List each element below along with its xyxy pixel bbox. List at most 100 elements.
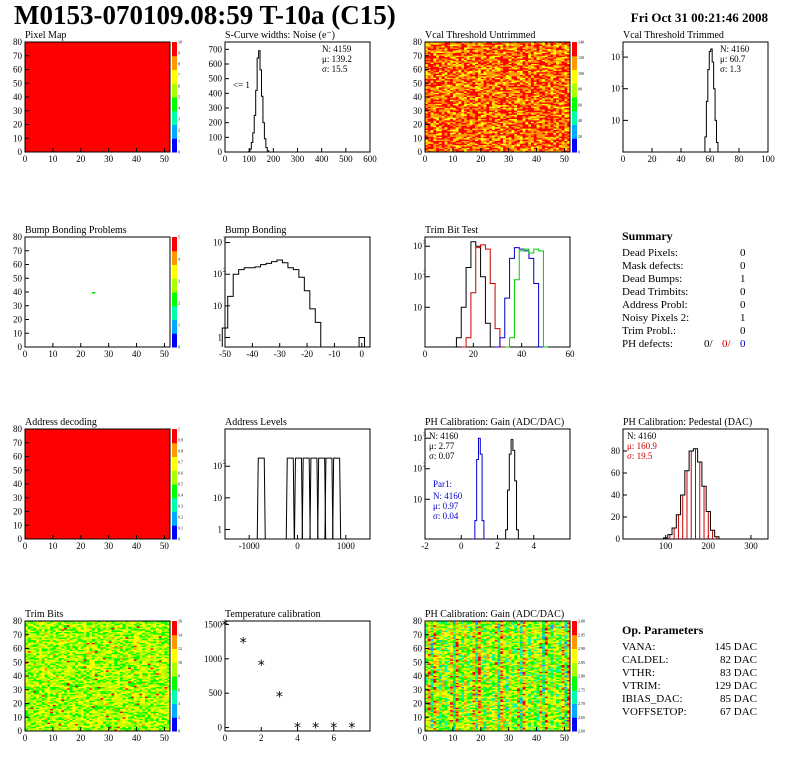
heatmap-cell xyxy=(458,72,462,74)
heatmap-cell xyxy=(475,77,479,80)
heatmap-cell xyxy=(441,117,445,120)
heatmap-cell xyxy=(500,57,504,59)
heatmap-cell xyxy=(472,88,476,91)
heatmap-cell xyxy=(561,103,565,106)
heatmap-cell xyxy=(472,61,476,63)
heatmap-cell xyxy=(542,120,546,123)
heatmap-cell xyxy=(567,77,571,80)
heatmap-cell xyxy=(491,46,496,48)
heatmap-cell xyxy=(547,116,551,118)
heatmap-cell xyxy=(511,58,515,61)
heatmap-cell xyxy=(486,86,490,88)
heatmap-cell xyxy=(522,108,526,110)
y-tick-label: 30 xyxy=(13,493,23,503)
heatmap-cell xyxy=(547,53,551,55)
heatmap-cell xyxy=(536,54,540,57)
heatmap-cell xyxy=(505,92,509,95)
heatmap-cell xyxy=(514,68,518,70)
heatmap-cell xyxy=(472,86,476,88)
heatmap-cell xyxy=(430,121,434,124)
heatmap-cell xyxy=(544,86,548,88)
heatmap-cell xyxy=(466,75,470,77)
heatmap-cell xyxy=(536,57,540,59)
heatmap-cell xyxy=(550,48,554,51)
heatmap-cell xyxy=(505,44,509,47)
heatmap-cell xyxy=(466,57,470,59)
heatmap-cell xyxy=(444,69,448,72)
heatmap-cell xyxy=(461,103,465,106)
heatmap-cell xyxy=(564,50,568,52)
heatmap-cell xyxy=(491,51,496,54)
heatmap-cell xyxy=(503,98,507,101)
heatmap-cell xyxy=(556,70,560,73)
heatmap-cell xyxy=(477,76,482,79)
heatmap-cell xyxy=(427,61,431,63)
heatmap-cell xyxy=(469,86,473,88)
heatmap-cell xyxy=(553,113,557,116)
heatmap-cell xyxy=(475,47,479,50)
heatmap-cell xyxy=(567,59,571,62)
heatmap-cell xyxy=(427,116,431,118)
heatmap-cell xyxy=(430,58,434,61)
heatmap-cell xyxy=(536,94,540,96)
heatmap-cell xyxy=(556,64,560,66)
heatmap-cell xyxy=(494,79,498,81)
palette-segment xyxy=(172,287,177,293)
heatmap-cell xyxy=(522,110,526,113)
heatmap-cell xyxy=(458,112,462,114)
heatmap-cell xyxy=(503,90,507,92)
heatmap-cell xyxy=(514,57,518,59)
heatmap-cell xyxy=(514,48,518,51)
heatmap-cell xyxy=(522,42,526,44)
heatmap-cell xyxy=(567,98,571,101)
heatmap-cell xyxy=(533,121,537,124)
heatmap-cell xyxy=(441,65,445,68)
heatmap-cell xyxy=(500,119,504,121)
heatmap-cell xyxy=(430,50,434,52)
heatmap-cell xyxy=(556,114,560,117)
heatmap-cell xyxy=(530,42,535,44)
heatmap-cell xyxy=(503,79,507,81)
heatmap-cell xyxy=(433,86,437,88)
heatmap-cell xyxy=(511,112,515,114)
heatmap-cell xyxy=(567,91,571,94)
palette-segment xyxy=(172,305,177,311)
heatmap-cell xyxy=(433,101,437,103)
y-tick-exponent: 3 xyxy=(423,432,426,438)
heatmap-cell xyxy=(503,42,507,44)
heatmap-cell xyxy=(469,101,473,103)
heatmap-cell xyxy=(436,58,440,61)
heatmap-cell xyxy=(533,61,537,63)
heatmap-cell xyxy=(489,76,493,79)
heatmap-cell xyxy=(436,99,440,102)
heatmap-cell xyxy=(542,57,546,59)
heatmap-cell xyxy=(483,112,487,114)
heatmap-cell xyxy=(480,76,484,79)
heatmap-cell xyxy=(483,73,487,76)
heatmap-cell xyxy=(567,97,571,99)
palette-tick-label: 4 xyxy=(178,106,180,111)
heatmap-cell xyxy=(497,99,501,102)
heatmap-cell xyxy=(466,81,470,84)
heatmap-cell xyxy=(469,105,473,107)
heatmap-cell xyxy=(447,114,451,117)
heatmap-cell xyxy=(525,61,529,63)
heatmap-cell xyxy=(430,72,434,74)
heatmap-cell xyxy=(455,54,459,57)
heatmap-cell xyxy=(464,110,468,113)
heatmap-cell xyxy=(508,59,512,62)
heatmap-cell xyxy=(464,53,468,55)
heatmap-cell xyxy=(436,120,440,123)
heatmap-cell xyxy=(567,65,571,68)
heatmap-cell xyxy=(450,66,454,69)
x-tick-label: 40 xyxy=(677,154,687,164)
heatmap-cell xyxy=(441,87,445,90)
heatmap-cell xyxy=(450,114,454,117)
heatmap-cell xyxy=(441,72,445,74)
palette-segment xyxy=(172,142,177,148)
heatmap-cell xyxy=(450,53,454,55)
heatmap-cell xyxy=(494,90,498,92)
heatmap-cell xyxy=(461,83,465,85)
x-tick-label: -50 xyxy=(219,349,231,359)
